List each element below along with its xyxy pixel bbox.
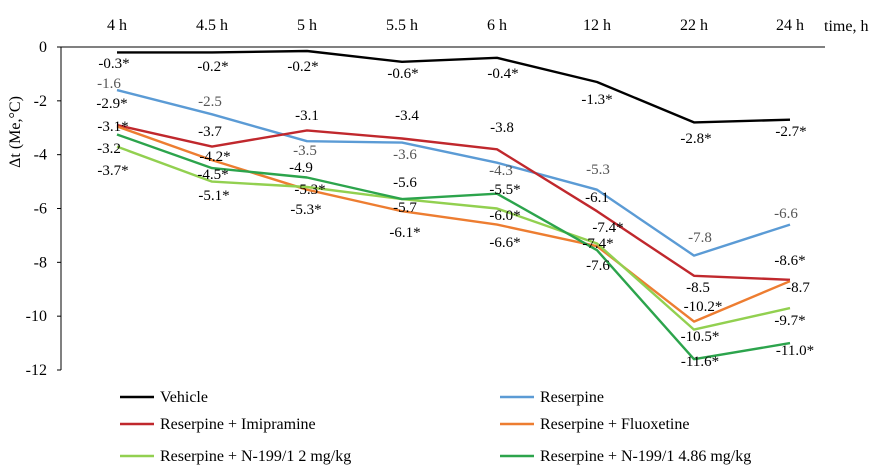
data-label: -5.1*: [198, 188, 229, 204]
series-lines: [116, 49, 791, 361]
data-label: -7.4*: [582, 236, 613, 252]
legend-entry-label: Vehicle: [160, 389, 208, 406]
x-tick-label: 4.5 h: [196, 17, 228, 34]
series-line: [116, 145, 791, 331]
data-label: -1.6: [97, 76, 121, 92]
data-label: -5.7: [393, 200, 417, 216]
data-label: -6.0*: [489, 208, 520, 224]
data-label: -0.2*: [287, 59, 318, 75]
data-label: -11.6*: [681, 354, 719, 370]
data-label: -4.9: [289, 160, 313, 176]
x-tick-label: 5.5 h: [386, 17, 418, 34]
data-label: -8.6*: [774, 253, 805, 269]
data-label: -0.4*: [487, 66, 518, 82]
x-tick-label: 12 h: [583, 17, 611, 34]
data-label: -3.7*: [97, 163, 128, 179]
data-label: -6.1*: [389, 225, 420, 241]
y-tick-label: -10: [26, 308, 47, 325]
data-label: -5.6: [393, 175, 417, 191]
data-label: -9.7*: [774, 313, 805, 329]
data-label: -3.1: [295, 108, 319, 124]
data-label: -0.2*: [197, 59, 228, 75]
legend: Vehicle Reserpine Reserpine + Imipramine Re…: [120, 389, 751, 465]
y-tick-label: -6: [34, 201, 47, 218]
data-label: -5.5*: [489, 182, 520, 198]
data-label: -2.9*: [96, 96, 127, 112]
series-line: [116, 88, 791, 257]
y-tick-label: -12: [26, 362, 47, 379]
x-axis-title: time, h: [824, 18, 868, 35]
y-tick-label: -8: [34, 254, 47, 271]
data-label: -3.1*: [97, 119, 128, 135]
data-label: -7.6: [586, 258, 610, 274]
legend-entry-label: Reserpine + Imipramine: [160, 416, 316, 433]
data-label: -5.3*: [290, 202, 321, 218]
data-label: -7.8: [688, 230, 712, 246]
legend-entry-label: Reserpine + Fluoxetine: [540, 416, 689, 433]
x-tick-label: 4 h: [107, 17, 127, 34]
y-axis-title: Δt (Me,°C): [7, 96, 24, 168]
data-label: -2.5: [198, 94, 222, 110]
data-label: -2.8*: [680, 131, 711, 147]
data-label: -3.4: [395, 108, 419, 124]
data-label: -6.1: [585, 190, 609, 206]
data-label: -3.6: [393, 147, 417, 163]
data-label: -1.3*: [581, 92, 612, 108]
data-label: -5.3: [586, 162, 610, 178]
legend-entry-label: Reserpine + N-199/1 2 mg/kg: [160, 448, 351, 465]
data-label: -3.5: [293, 143, 317, 159]
axes: 4 h 4.5 h 5 h 5.5 h 6 h 12 h 22 h 24 h time, h 0 -…: [7, 17, 868, 379]
data-label: -0.3*: [98, 56, 129, 72]
data-label: -4.2*: [199, 149, 230, 165]
data-label: -0.6*: [387, 66, 418, 82]
data-label: -5.3*: [294, 182, 325, 198]
data-label: -10.2*: [684, 299, 723, 315]
data-label: -7.4*: [592, 220, 623, 236]
data-label: -6.6: [774, 206, 798, 222]
y-tick-label: 0: [39, 39, 47, 56]
data-label: -10.5*: [681, 329, 720, 345]
series-line: [116, 123, 791, 281]
data-label: -3.8: [490, 120, 514, 136]
y-tick-label: -2: [34, 93, 47, 110]
y-tick-label: -4: [34, 147, 47, 164]
data-label: -4.5*: [197, 167, 228, 183]
data-label: -8.7: [786, 280, 810, 296]
data-label: -6.6*: [489, 235, 520, 251]
data-label: -11.0*: [776, 343, 814, 359]
legend-entry-label: Reserpine + N-199/1 4.86 mg/kg: [540, 448, 751, 465]
x-tick-label: 24 h: [776, 17, 804, 34]
x-tick-label: 5 h: [297, 17, 317, 34]
series-line: [116, 125, 791, 323]
data-label: -8.5: [686, 280, 710, 296]
series-line: [117, 49, 791, 124]
series-line: [116, 133, 791, 361]
x-tick-label: 6 h: [487, 17, 507, 34]
x-tick-label: 22 h: [680, 17, 708, 34]
data-label: -3.2: [97, 141, 121, 157]
data-label: -2.7*: [775, 124, 806, 140]
data-labels: -0.3* -0.2* -0.2* -0.6* -0.4* -1.3* -2.8* -2.7*…: [96, 56, 814, 370]
data-label: -3.7: [198, 124, 222, 140]
data-label: -4.3: [489, 163, 513, 179]
legend-entry-label: Reserpine: [540, 389, 604, 406]
